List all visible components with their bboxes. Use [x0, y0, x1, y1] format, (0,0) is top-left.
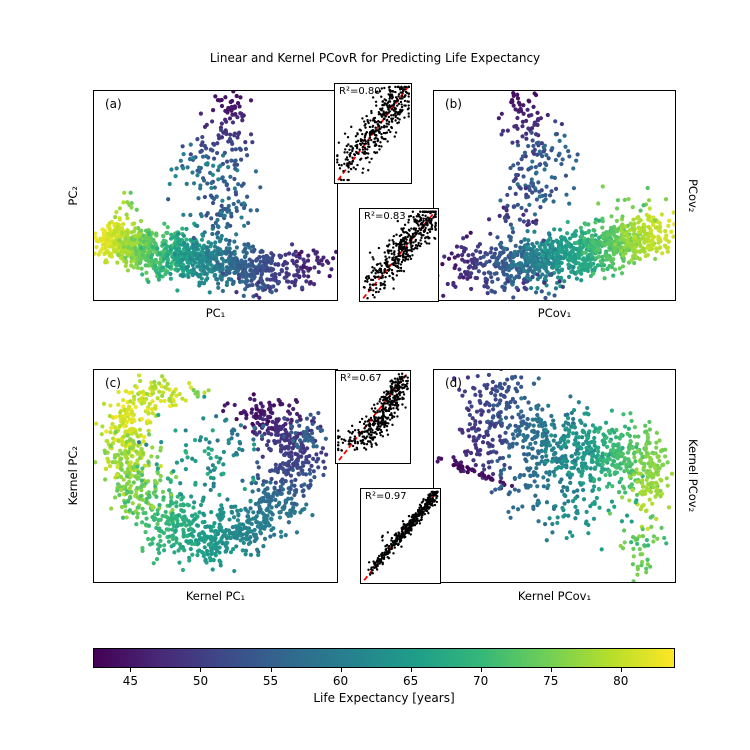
- panel-a: (a): [93, 90, 338, 301]
- inset-0-r2-label: R²=0.80: [339, 86, 381, 97]
- panel-a-ylabel: PC₂: [62, 90, 84, 301]
- scatter-canvas-c: [94, 370, 337, 582]
- inset-canvas-1: [360, 209, 438, 301]
- panel-d-letter: (d): [445, 376, 462, 390]
- panel-c-letter: (c): [105, 376, 121, 390]
- colorbar-tick-label: 55: [262, 674, 279, 688]
- panel-d: (d): [433, 369, 676, 583]
- panel-d-ylabel: Kernel PCov₂: [682, 369, 704, 583]
- colorbar-tick: [620, 668, 622, 672]
- scatter-canvas-b: [434, 91, 675, 300]
- panel-a-letter: (a): [105, 97, 122, 111]
- inset-3-r2-label: R²=0.97: [365, 491, 407, 502]
- colorbar-label: Life Expectancy [years]: [313, 691, 455, 705]
- colorbar-tick-label: 65: [402, 674, 419, 688]
- panel-c-ylabel: Kernel PC₂: [62, 369, 84, 583]
- panel-b: (b): [433, 90, 676, 301]
- panel-b-ylabel: PCov₂: [682, 90, 704, 301]
- inset-2-r2-label: R²=0.67: [340, 373, 382, 384]
- inset-canvas-2: [336, 371, 410, 463]
- colorbar-tick: [270, 668, 272, 672]
- panel-b-ylabel-text: PCov₂: [686, 178, 700, 213]
- inset-parity-linear-pca: R²=0.80: [334, 83, 412, 184]
- panel-c-xlabel: Kernel PC₁: [185, 589, 246, 603]
- panel-d-xlabel: Kernel PCov₁: [517, 589, 592, 603]
- colorbar-gradient: [93, 648, 675, 668]
- inset-canvas-0: [335, 84, 411, 183]
- colorbar-tick-label: 50: [192, 674, 209, 688]
- colorbar-tick: [200, 668, 202, 672]
- colorbar-tick-label: 75: [543, 674, 559, 688]
- colorbar-tick-label: 80: [613, 674, 629, 688]
- panel-a-xlabel: PC₁: [205, 306, 226, 320]
- colorbar-tick: [480, 668, 482, 672]
- colorbar-tick-label: 60: [332, 674, 349, 688]
- colorbar-tick: [550, 668, 552, 672]
- scatter-canvas-d: [434, 370, 675, 582]
- colorbar-tick: [130, 668, 132, 672]
- colorbar-tick-label: 70: [473, 674, 489, 688]
- colorbar-tick: [340, 668, 342, 672]
- figure-title: Linear and Kernel PCovR for Predicting L…: [209, 51, 541, 65]
- colorbar-tick-label: 45: [122, 674, 139, 688]
- inset-parity-kernel-pca: R²=0.67: [335, 370, 411, 464]
- panel-c-ylabel-text: Kernel PC₂: [66, 446, 80, 506]
- inset-canvas-3: [361, 489, 440, 583]
- inset-parity-linear-pcovr: R²=0.83: [359, 208, 439, 302]
- inset-parity-kernel-pcovr: R²=0.97: [360, 488, 441, 584]
- panel-b-xlabel: PCov₁: [537, 306, 572, 320]
- panel-a-ylabel-text: PC₂: [66, 185, 80, 206]
- scatter-canvas-a: [94, 91, 337, 300]
- colorbar-tick: [410, 668, 412, 672]
- panel-c: (c): [93, 369, 338, 583]
- inset-1-r2-label: R²=0.83: [364, 211, 406, 222]
- panel-d-ylabel-text: Kernel PCov₂: [686, 439, 700, 513]
- colorbar-ticks: 45 50 55 60 65 70 75 80: [94, 668, 674, 692]
- panel-b-letter: (b): [445, 97, 462, 111]
